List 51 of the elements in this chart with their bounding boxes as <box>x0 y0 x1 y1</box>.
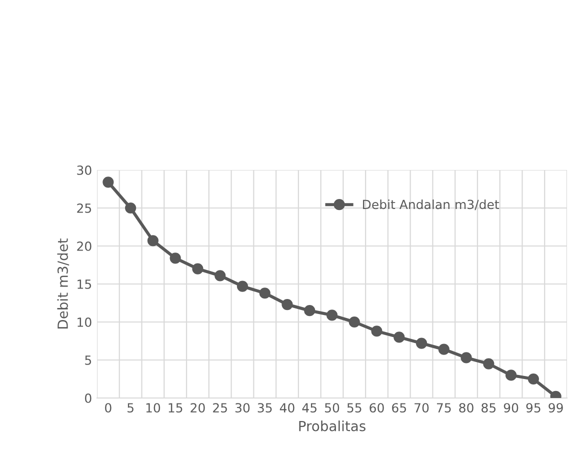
point <box>528 373 539 385</box>
x-tick-label: 60 <box>370 403 384 413</box>
point <box>460 352 472 364</box>
x-tick-label: 55 <box>347 403 362 413</box>
y-tick-label: 25 <box>77 203 92 213</box>
x-tick-label: 85 <box>482 403 496 413</box>
point <box>147 235 159 246</box>
x-tick-label: 10 <box>146 403 160 413</box>
x-tick-label: 90 <box>504 403 518 413</box>
point <box>259 288 270 299</box>
point <box>326 310 338 321</box>
x-tick-label: 80 <box>459 403 474 413</box>
x-tick-label: 25 <box>213 403 227 413</box>
point <box>125 202 136 214</box>
point <box>236 280 248 292</box>
point <box>192 263 204 274</box>
x-tick-label: 30 <box>235 403 250 413</box>
point <box>505 370 517 381</box>
x-tick-label: 5 <box>128 403 134 413</box>
x-tick-label: 45 <box>302 403 316 413</box>
y-tick-label: 0 <box>85 393 92 403</box>
y-tick-label: 30 <box>77 165 92 175</box>
point <box>394 332 405 343</box>
point <box>483 358 494 370</box>
point <box>348 316 360 328</box>
legend-label: Debit Andalan m3/det <box>363 199 500 210</box>
y-tick-label: 15 <box>78 280 92 289</box>
x-tick-label: 50 <box>325 403 340 413</box>
point <box>170 252 181 264</box>
point <box>102 176 114 188</box>
x-tick-label: 35 <box>258 403 272 413</box>
point <box>214 270 226 282</box>
x-tick-label: 70 <box>414 403 429 413</box>
point <box>282 298 293 310</box>
x-tick-label: 40 <box>280 403 294 413</box>
y-tick-label: 20 <box>77 241 92 251</box>
point <box>304 305 316 316</box>
y-tick-label: 10 <box>78 317 92 327</box>
x-tick-label: 20 <box>190 403 205 413</box>
point <box>416 338 428 349</box>
y-axis-title: Debit m3/det <box>57 238 70 328</box>
x-tick-label: 75 <box>436 403 451 413</box>
x-tick-label: 95 <box>526 403 540 413</box>
x-tick-label: 15 <box>168 403 182 413</box>
x-tick-label: 0 <box>105 403 112 413</box>
point <box>438 344 450 355</box>
point <box>371 326 382 337</box>
x-axis-title: Probalitas <box>299 420 366 432</box>
y-tick-label: 5 <box>85 356 92 365</box>
x-tick-label: 65 <box>392 403 406 413</box>
x-tick-label: 99 <box>548 403 563 413</box>
